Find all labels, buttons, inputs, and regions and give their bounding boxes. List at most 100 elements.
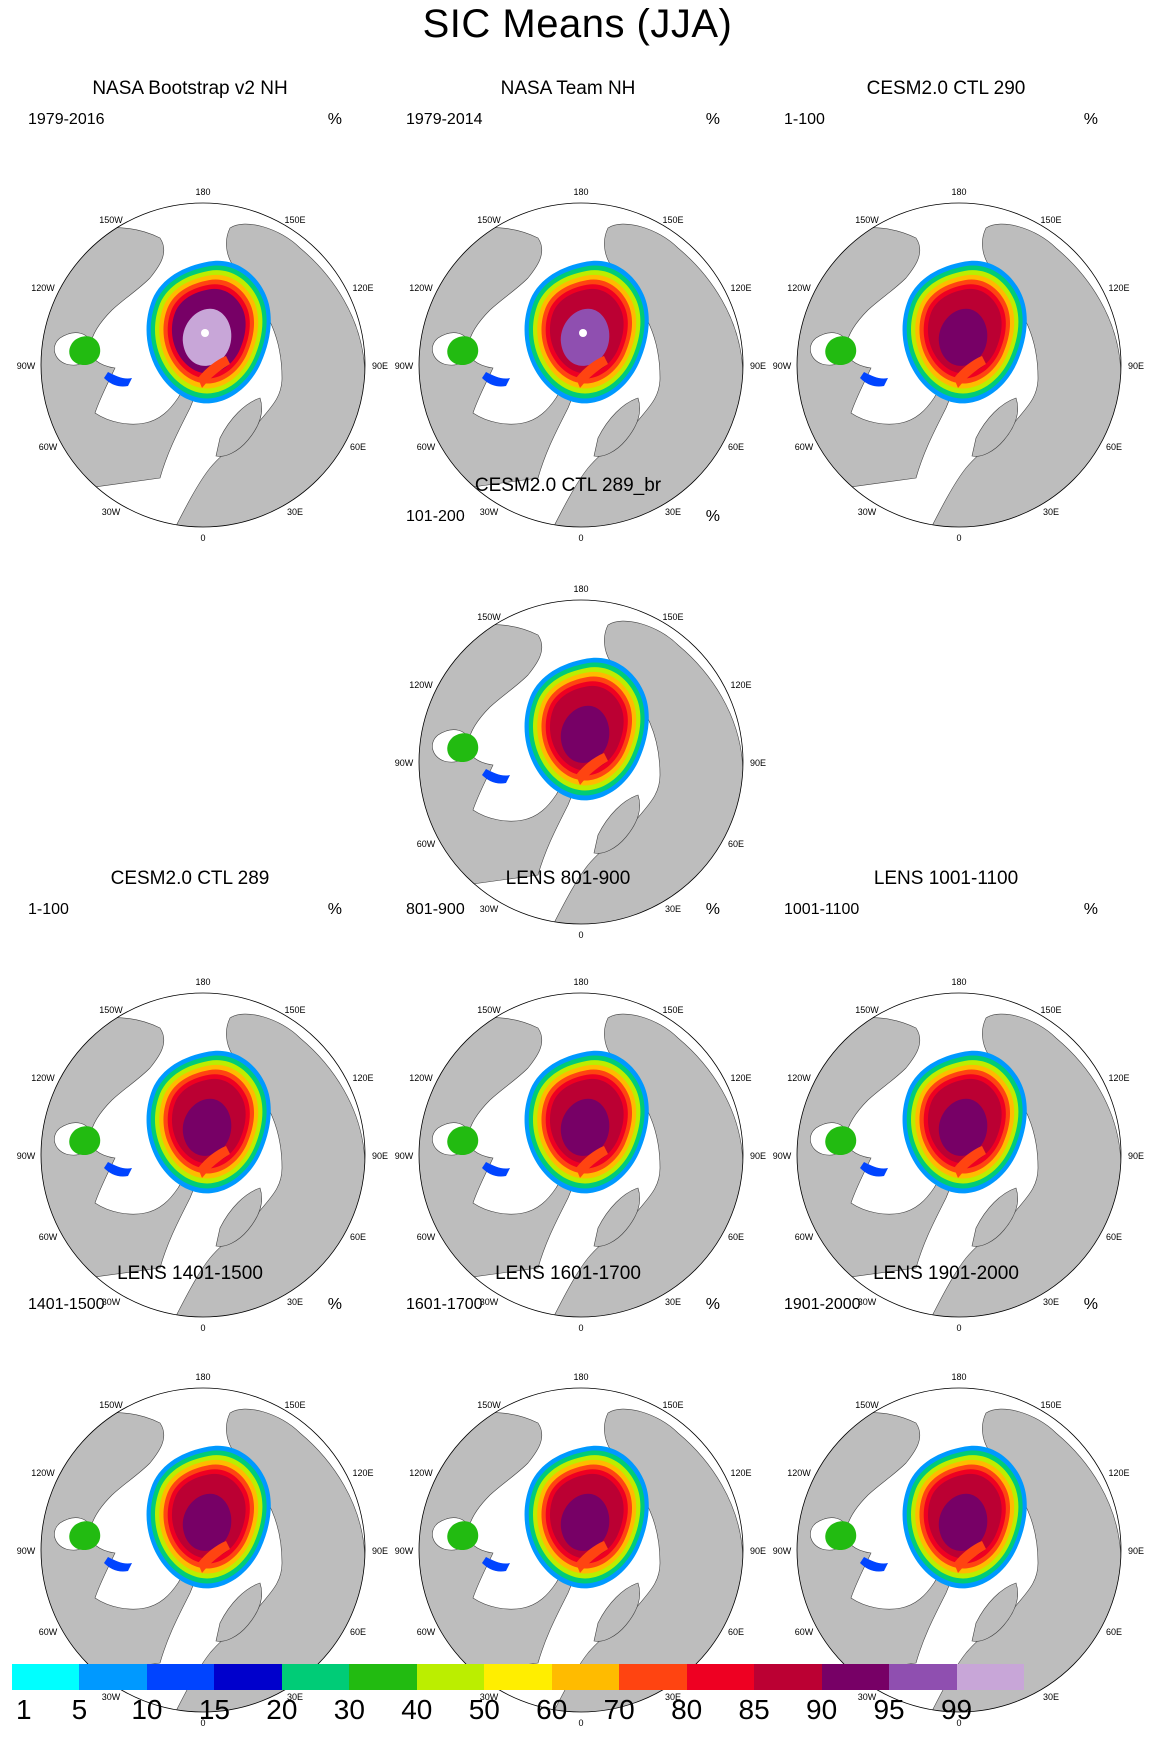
- longitude-label: 90E: [372, 1151, 388, 1161]
- longitude-label: 60E: [728, 442, 744, 452]
- colorbar-tick-label: 60: [536, 1694, 568, 1725]
- longitude-label: 120E: [1108, 1073, 1129, 1083]
- longitude-label: 60W: [417, 839, 436, 849]
- longitude-label: 60E: [728, 839, 744, 849]
- colorbar-box: [956, 1664, 1025, 1690]
- polar-map: 180 150E 120E 90E 60E 30E 0 30W 60W 90W 120W 150W: [17, 187, 388, 543]
- longitude-label: 30E: [287, 1692, 303, 1702]
- hudson-ice: [825, 336, 857, 366]
- map-panel: NASA Bootstrap v2 NH 1979-2016% 180 150E 120…: [17, 78, 388, 543]
- longitude-label: 60W: [795, 442, 814, 452]
- longitude-label: 30E: [665, 1692, 681, 1702]
- longitude-label: 90E: [372, 361, 388, 371]
- panel-period: 1979-2014: [406, 111, 483, 128]
- longitude-label: 90W: [773, 1546, 792, 1556]
- map-panel: LENS 1901-2000 1901-2000% 180 150E 120E 90E 60…: [773, 1263, 1144, 1728]
- panel-title: NASA Bootstrap v2 NH: [92, 78, 288, 99]
- panel-period: 1901-2000: [784, 1296, 861, 1313]
- colorbar-box: [146, 1664, 215, 1690]
- hudson-ice: [447, 1126, 479, 1156]
- longitude-label: 60W: [795, 1232, 814, 1242]
- colorbar-box: [416, 1664, 485, 1690]
- longitude-label: 180: [573, 977, 588, 987]
- map-panel: LENS 801-900 801-900% 180 150E 120E 90E 60E 30E…: [395, 868, 766, 1333]
- longitude-label: 150E: [1040, 1400, 1061, 1410]
- colorbar-box: [821, 1664, 890, 1690]
- colorbar-box: [754, 1664, 823, 1690]
- longitude-label: 180: [573, 187, 588, 197]
- colorbar-box: [79, 1664, 148, 1690]
- ice-core: [938, 308, 988, 366]
- longitude-label: 150E: [1040, 215, 1061, 225]
- ice-core: [938, 1098, 988, 1156]
- longitude-label: 150W: [855, 215, 879, 225]
- longitude-label: 150W: [855, 1400, 879, 1410]
- longitude-label: 90E: [1128, 1151, 1144, 1161]
- panel-unit: %: [1083, 1296, 1098, 1313]
- longitude-label: 0: [956, 533, 961, 543]
- colorbar-tick-label: 90: [806, 1694, 838, 1725]
- colorbar-tick-label: 95: [873, 1694, 905, 1725]
- colorbar-tick-label: 30: [333, 1694, 365, 1725]
- colorbar-box: [349, 1664, 418, 1690]
- longitude-label: 0: [200, 1718, 205, 1728]
- longitude-label: 180: [573, 584, 588, 594]
- longitude-label: 120W: [31, 1468, 55, 1478]
- longitude-label: 30E: [665, 904, 681, 914]
- hudson-ice: [825, 1521, 857, 1551]
- longitude-label: 150E: [1040, 1005, 1061, 1015]
- colorbar-tick-label: 70: [603, 1694, 635, 1725]
- colorbar-box: [281, 1664, 350, 1690]
- longitude-label: 60W: [417, 1627, 436, 1637]
- longitude-label: 180: [195, 977, 210, 987]
- longitude-label: 0: [200, 533, 205, 543]
- ice-core: [182, 1493, 232, 1551]
- polar-map: 180 150E 120E 90E 60E 30E 0 30W 60W 90W 120W 150W: [773, 1372, 1144, 1728]
- longitude-label: 120E: [1108, 1468, 1129, 1478]
- colorbar-tick-label: 10: [131, 1694, 163, 1725]
- panel-title: LENS 1601-1700: [495, 1263, 641, 1284]
- longitude-label: 90E: [1128, 1546, 1144, 1556]
- panel-unit: %: [1083, 901, 1098, 918]
- map-panel: LENS 1401-1500 1401-1500% 180 150E 120E 90E 60…: [17, 1263, 388, 1728]
- panel-unit: %: [1083, 111, 1098, 128]
- panel-title: CESM2.0 CTL 290: [866, 78, 1026, 99]
- map-border: [40, 992, 366, 1318]
- polar-map: 180 150E 120E 90E 60E 30E 0 30W 60W 90W 120W 150W: [17, 977, 388, 1333]
- longitude-label: 90E: [750, 1151, 766, 1161]
- longitude-label: 120E: [1108, 283, 1129, 293]
- longitude-label: 30E: [1043, 1297, 1059, 1307]
- longitude-label: 150E: [284, 1400, 305, 1410]
- longitude-label: 120E: [352, 1468, 373, 1478]
- pole-hole: [579, 329, 587, 337]
- map-border: [418, 202, 744, 528]
- colorbar-tick-label: 1: [16, 1694, 32, 1725]
- longitude-label: 30W: [858, 1297, 877, 1307]
- longitude-label: 180: [951, 1372, 966, 1382]
- colorbar-tick-label: 20: [266, 1694, 298, 1725]
- longitude-label: 150W: [477, 215, 501, 225]
- longitude-label: 30E: [287, 1297, 303, 1307]
- longitude-label: 30W: [102, 507, 121, 517]
- panel-period: 101-200: [406, 508, 465, 525]
- longitude-label: 150W: [477, 1400, 501, 1410]
- longitude-label: 30W: [102, 1297, 121, 1307]
- polar-map: 180 150E 120E 90E 60E 30E 0 30W 60W 90W 120W 150W: [395, 584, 766, 940]
- colorbar-box: [686, 1664, 755, 1690]
- longitude-label: 30E: [1043, 1692, 1059, 1702]
- panel-title: CESM2.0 CTL 289_br: [474, 475, 662, 496]
- colorbar-box: [12, 1664, 80, 1690]
- polar-map: 180 150E 120E 90E 60E 30E 0 30W 60W 90W 120W 150W: [395, 977, 766, 1333]
- panel-unit: %: [705, 111, 720, 128]
- map-border: [796, 202, 1122, 528]
- longitude-label: 30W: [858, 1692, 877, 1702]
- ice-core: [560, 1098, 610, 1156]
- longitude-label: 150W: [99, 1400, 123, 1410]
- longitude-label: 150W: [99, 215, 123, 225]
- panel-title: CESM2.0 CTL 289: [110, 868, 270, 889]
- longitude-label: 60W: [39, 1627, 58, 1637]
- panel-title: LENS 1901-2000: [873, 1263, 1019, 1284]
- longitude-label: 150E: [662, 612, 683, 622]
- ice-core: [182, 308, 232, 366]
- map-panel: NASA Team NH 1979-2014% 180 150E 120E 90E 60E 3…: [395, 78, 766, 543]
